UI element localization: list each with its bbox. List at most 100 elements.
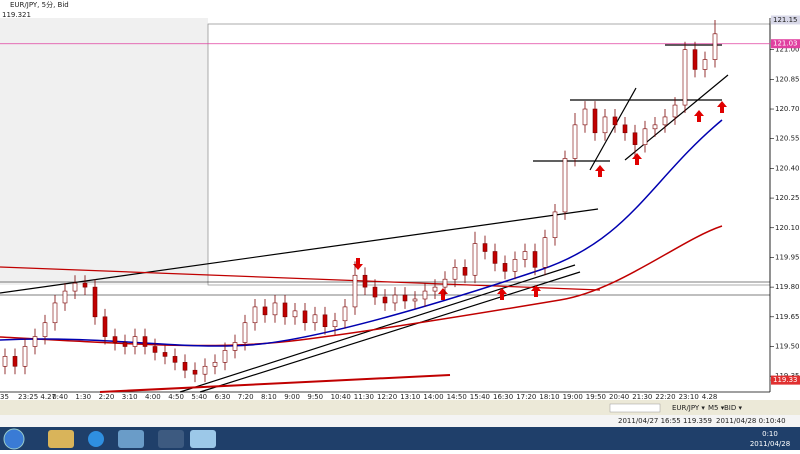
x-tick-label: 11:30 (354, 393, 374, 401)
overlay-panel (0, 18, 208, 285)
up-arrow (438, 288, 448, 300)
scrollbar[interactable] (609, 403, 661, 413)
up-arrow (717, 101, 727, 113)
candle-body (272, 302, 278, 316)
x-tick-label: 13:10 (400, 393, 420, 401)
candle-body (242, 322, 248, 343)
x-tick-label: 4:00 (145, 393, 161, 401)
candle-body (192, 369, 198, 375)
moving-average (0, 225, 723, 347)
status-left: 2011/04/27 16:55 119.359 (618, 417, 712, 425)
status-bar (0, 415, 800, 427)
price-marker-label: 119.33 (773, 376, 798, 384)
task-icon[interactable] (190, 430, 216, 448)
candle-body (12, 356, 18, 367)
candle-body (122, 342, 128, 347)
x-tick-label: 14:00 (423, 393, 443, 401)
candle-body (402, 294, 408, 302)
candle-body (502, 263, 508, 272)
candle-body (532, 251, 538, 268)
price-marker-box (771, 39, 800, 49)
x-tick-label: 23:10 (679, 393, 699, 401)
price-marker-box (771, 15, 800, 25)
x-tick-label: 2:20 (99, 393, 115, 401)
candle-body (322, 314, 328, 327)
candle-body (232, 342, 238, 351)
trend-line (624, 74, 729, 161)
x-tick-label: 7:20 (238, 393, 254, 401)
candle-body (382, 296, 388, 304)
trend-line (0, 208, 599, 294)
candle-body (202, 365, 208, 375)
period-select[interactable]: M5 ▾ (708, 404, 725, 412)
x-tick-label: 5:40 (191, 393, 207, 401)
candle-body (442, 278, 448, 288)
candle-body (692, 49, 698, 70)
x-tick-label: 3:10 (122, 393, 138, 401)
candle-body (622, 124, 628, 134)
price-marker-label: 121.15 (773, 16, 798, 24)
candle-body (2, 356, 8, 367)
y-tick-label: 120.10 (775, 224, 800, 232)
up-arrow (632, 153, 642, 165)
candle-body (412, 298, 418, 302)
candle-body (132, 336, 138, 347)
x-tick-label: 10:40 (331, 393, 351, 401)
toolbar (0, 400, 800, 415)
x-tick-label: 12:20 (377, 393, 397, 401)
x-tick-label: 4:50 (168, 393, 184, 401)
task-icon[interactable] (118, 430, 144, 448)
y-tick-label: 120.85 (775, 75, 800, 83)
y-tick-label: 119.65 (775, 313, 800, 321)
candle-body (552, 211, 558, 238)
candle-body (682, 49, 688, 106)
window-title: EUR/JPY, 5分, Bid (10, 0, 69, 9)
x-tick-label: 18:10 (539, 393, 559, 401)
candle-body (102, 316, 108, 337)
task-icon[interactable] (48, 430, 74, 448)
x-tick-label: 8:10 (261, 393, 277, 401)
x-tick-label: 23:25 4.27 (18, 393, 56, 401)
candle-body (392, 294, 398, 304)
candle-body (42, 322, 48, 337)
candle-body (432, 286, 438, 292)
x-tick-label: 16:30 (493, 393, 513, 401)
candle-body (32, 336, 38, 347)
candle-body (352, 274, 358, 308)
candle-body (592, 108, 598, 134)
candle-body (142, 336, 148, 347)
x-tick-label: 15:40 (470, 393, 490, 401)
candle-body (542, 237, 548, 268)
up-arrow (694, 110, 704, 122)
candle-body (472, 243, 478, 276)
candle-body (522, 251, 528, 260)
clock-time: 0:10 (762, 430, 778, 438)
x-tick-label: 14:50 (447, 393, 467, 401)
candle-body (632, 132, 638, 145)
candle-body (172, 356, 178, 363)
x-tick-label: 0:40 (52, 393, 68, 401)
candle-body (152, 346, 158, 353)
candle-body (372, 286, 378, 298)
x-tick-label: 22:20 (655, 393, 675, 401)
start-button[interactable] (3, 428, 25, 450)
trend-line (199, 271, 581, 393)
x-tick-label: 20:40 (609, 393, 629, 401)
x-tick-label: 35 (0, 393, 9, 401)
candle-body (212, 362, 218, 367)
y-tick-label: 121.00 (775, 46, 800, 54)
candle-body (302, 310, 308, 324)
x-tick-label: 19:50 (586, 393, 606, 401)
task-icon[interactable] (158, 430, 184, 448)
task-icon[interactable] (88, 431, 104, 447)
candle-body (602, 116, 608, 134)
candle-body (572, 124, 578, 159)
side-select[interactable]: BID ▾ (724, 404, 742, 412)
candle-body (452, 267, 458, 280)
candle-body (92, 286, 98, 318)
symbol-select[interactable]: EUR/JPY ▾ (672, 404, 705, 412)
candle-body (342, 306, 348, 322)
x-tick-label: 6:30 (215, 393, 231, 401)
y-tick-label: 119.95 (775, 253, 800, 261)
